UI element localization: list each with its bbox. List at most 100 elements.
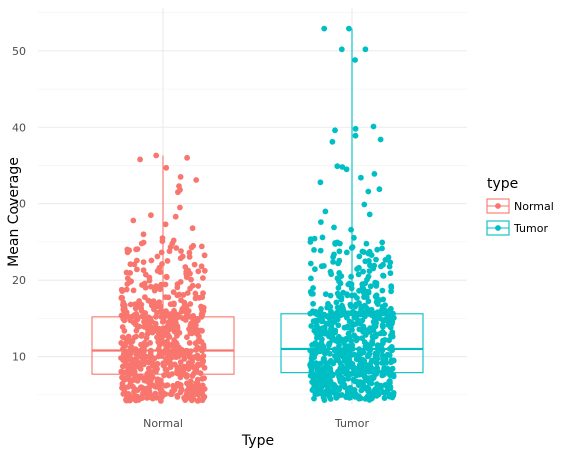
- data-point: [158, 308, 164, 315]
- data-point: [313, 360, 319, 366]
- data-point: [318, 306, 324, 312]
- data-point: [140, 259, 147, 265]
- data-point: [331, 251, 337, 258]
- data-point: [335, 338, 342, 345]
- data-point: [120, 315, 127, 322]
- data-point: [359, 284, 366, 291]
- data-point: [147, 340, 154, 346]
- data-point: [344, 292, 351, 299]
- legend-label-tumor: Tumor: [513, 222, 548, 235]
- data-point: [123, 286, 130, 293]
- data-point: [127, 301, 134, 308]
- data-point: [198, 263, 205, 270]
- data-point: [361, 201, 368, 208]
- data-point: [348, 273, 354, 280]
- data-point: [157, 334, 164, 340]
- data-point: [379, 372, 386, 379]
- data-point: [346, 359, 353, 366]
- data-point: [147, 283, 154, 290]
- data-point: [355, 271, 362, 278]
- data-point: [120, 341, 126, 348]
- data-point: [352, 125, 359, 132]
- data-point: [127, 344, 134, 351]
- data-point: [140, 349, 147, 356]
- data-point: [324, 380, 330, 387]
- data-point: [321, 25, 328, 32]
- data-point: [379, 239, 386, 246]
- jitter-points: [118, 25, 397, 404]
- data-point: [347, 343, 354, 349]
- data-point: [342, 384, 348, 391]
- data-point: [159, 261, 165, 267]
- data-point: [119, 295, 126, 301]
- data-point: [175, 189, 181, 196]
- data-point: [132, 301, 139, 308]
- data-point: [336, 293, 342, 300]
- data-point: [322, 347, 328, 353]
- data-point: [323, 388, 330, 394]
- data-point: [354, 295, 360, 301]
- data-point: [130, 287, 137, 294]
- data-point: [366, 211, 373, 218]
- data-point: [361, 385, 368, 392]
- data-point: [162, 294, 169, 300]
- data-point: [138, 341, 144, 348]
- data-point: [171, 328, 178, 335]
- data-point: [358, 174, 364, 181]
- y-tick-label: 50: [12, 45, 26, 58]
- data-point: [380, 296, 387, 303]
- data-point: [188, 276, 194, 283]
- data-point: [362, 395, 369, 402]
- data-point: [155, 346, 162, 352]
- data-point: [163, 273, 170, 280]
- data-point: [318, 263, 325, 270]
- data-point: [388, 284, 395, 291]
- data-point: [187, 383, 194, 390]
- data-point: [376, 186, 383, 193]
- data-point: [120, 346, 126, 352]
- data-point: [194, 316, 201, 322]
- x-tick-label: Normal: [143, 417, 183, 430]
- data-point: [173, 245, 180, 251]
- data-point: [309, 308, 316, 315]
- data-point: [374, 309, 381, 315]
- data-point: [156, 299, 163, 305]
- data-point: [374, 365, 381, 371]
- data-point: [332, 353, 338, 359]
- data-point: [380, 337, 386, 344]
- data-point: [125, 333, 132, 340]
- data-point: [152, 383, 159, 390]
- data-point: [334, 163, 341, 170]
- data-point: [196, 294, 203, 301]
- data-point: [370, 324, 377, 331]
- data-point: [365, 273, 372, 280]
- data-point: [345, 330, 352, 337]
- data-point: [386, 263, 393, 270]
- data-point: [344, 391, 351, 398]
- data-point: [167, 364, 174, 371]
- data-point: [322, 364, 329, 371]
- y-tick-label: 10: [12, 351, 26, 364]
- data-point: [134, 266, 140, 273]
- data-point: [184, 290, 191, 296]
- data-point: [391, 315, 397, 321]
- data-point: [133, 313, 140, 320]
- data-point: [377, 347, 384, 353]
- data-point: [348, 226, 354, 233]
- data-point: [366, 268, 373, 274]
- data-point: [337, 280, 344, 287]
- data-point: [374, 301, 381, 307]
- data-point: [164, 258, 171, 264]
- data-point: [371, 262, 378, 269]
- data-point: [374, 381, 380, 388]
- data-point: [333, 389, 339, 396]
- data-point: [326, 342, 332, 349]
- y-tick-label: 30: [12, 198, 26, 211]
- y-tick-label: 20: [12, 274, 26, 287]
- data-point: [319, 234, 326, 241]
- data-point: [165, 332, 172, 339]
- data-point: [136, 323, 143, 330]
- data-point: [195, 381, 202, 388]
- data-point: [147, 375, 154, 382]
